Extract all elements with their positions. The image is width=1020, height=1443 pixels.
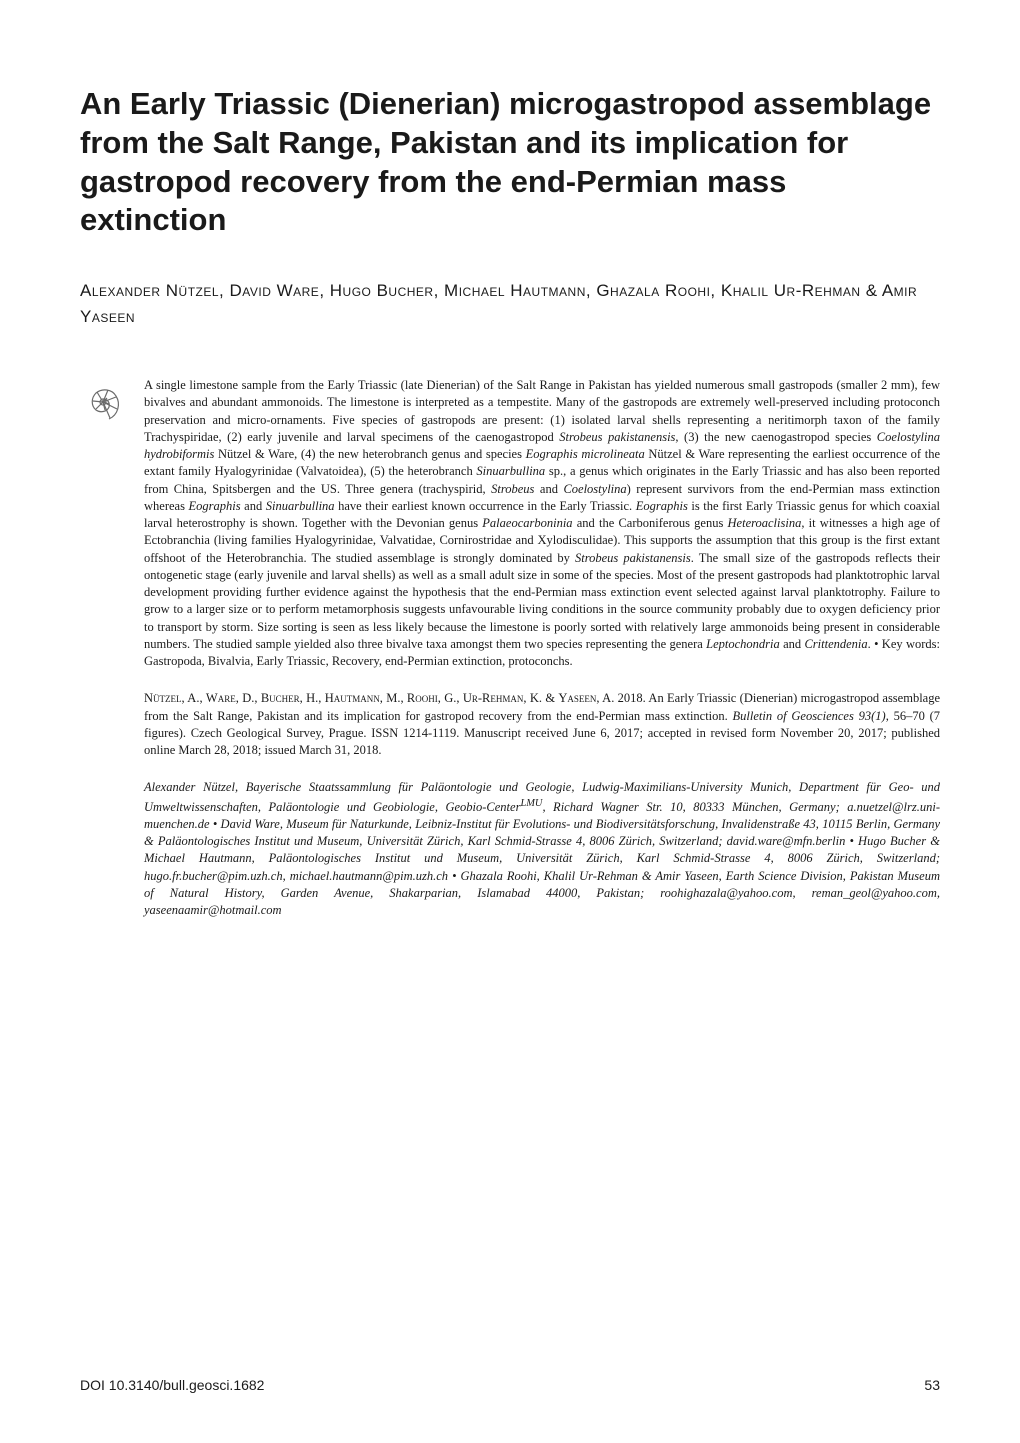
- citation-block: Nützel, A., Ware, D., Bucher, H., Hautma…: [144, 690, 940, 759]
- page-number: 53: [924, 1377, 940, 1393]
- authors-line: Alexander Nützel, David Ware, Hugo Buche…: [80, 278, 940, 329]
- ammonite-icon: [80, 379, 126, 425]
- affiliations-block: Alexander Nützel, Bayerische Staatssamml…: [144, 779, 940, 919]
- doi-text: DOI 10.3140/bull.geosci.1682: [80, 1377, 264, 1393]
- article-title: An Early Triassic (Dienerian) microgastr…: [80, 85, 940, 240]
- abstract-text: A single limestone sample from the Early…: [144, 377, 940, 670]
- abstract-block: A single limestone sample from the Early…: [80, 377, 940, 670]
- page-footer: DOI 10.3140/bull.geosci.1682 53: [80, 1377, 940, 1393]
